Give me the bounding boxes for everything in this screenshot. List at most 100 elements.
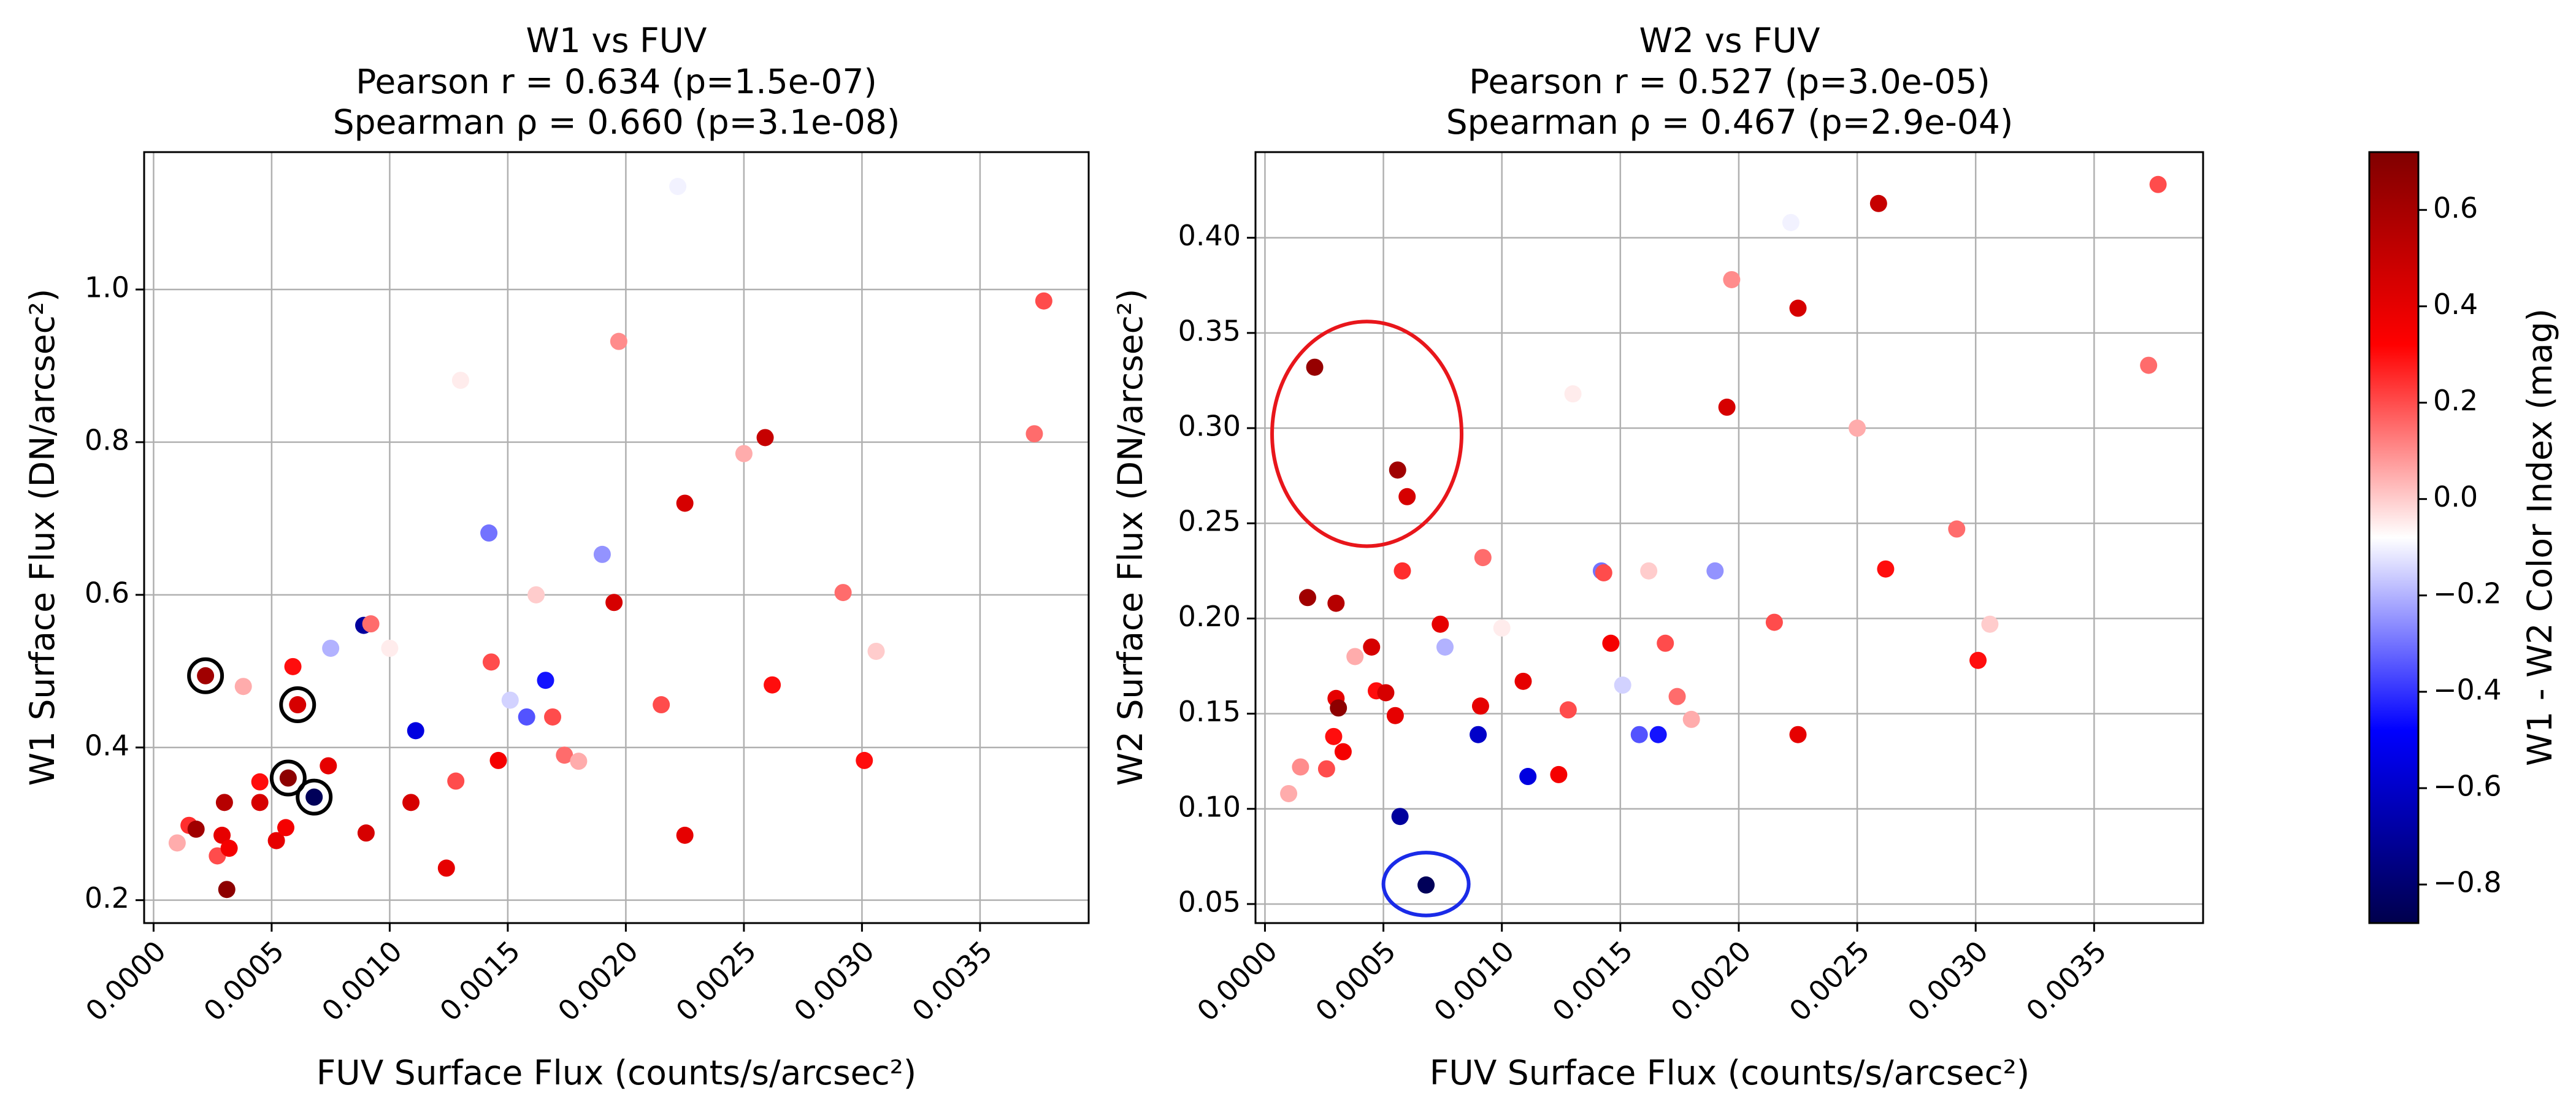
chart-title-line-2: Pearson r = 0.527 (p=3.0e-05) xyxy=(1469,62,1990,101)
x-tick-label: 0.0025 xyxy=(1783,934,1876,1027)
scatter-point xyxy=(1317,760,1335,778)
x-tick-label: 0.0010 xyxy=(315,934,408,1027)
colorbar-tick-label: 0.2 xyxy=(2433,384,2478,417)
scatter-point xyxy=(381,639,399,657)
scatter-point xyxy=(1614,677,1631,694)
x-tick-label: 0.0010 xyxy=(1427,934,1520,1027)
scatter-point xyxy=(1436,638,1454,656)
scatter-point xyxy=(451,372,469,389)
x-tick-label: 0.0015 xyxy=(1546,934,1639,1027)
scatter-point xyxy=(1280,784,1298,802)
colorbar-tick-label: −0.2 xyxy=(2433,577,2502,610)
scatter-point xyxy=(1649,726,1667,743)
scatter-point xyxy=(1519,768,1537,786)
y-axis-label: W2 Surface Flux (DN/arcsec²) xyxy=(1111,289,1150,786)
scatter-point xyxy=(1981,615,1999,633)
scatter-point xyxy=(593,545,611,563)
scatter-point xyxy=(501,691,519,709)
highlight-ring xyxy=(296,778,333,816)
scatter-point xyxy=(1765,613,1783,631)
scatter-point xyxy=(1471,697,1489,715)
scatter-point xyxy=(834,584,852,602)
chart-title-line-3: Spearman ρ = 0.467 (p=2.9e-04) xyxy=(1446,102,2014,142)
scatter-point xyxy=(1948,520,1966,538)
y-tick-label: 0.25 xyxy=(1178,505,1241,538)
x-tick-label: 0.0025 xyxy=(670,934,763,1027)
scatter-point xyxy=(1398,488,1416,505)
y-tick-label: 0.8 xyxy=(85,423,129,456)
scatter-point xyxy=(437,859,455,877)
scatter-point xyxy=(251,773,269,791)
scatter-point xyxy=(1595,564,1612,581)
y-tick-label: 0.15 xyxy=(1178,695,1241,728)
scatter-point xyxy=(867,642,885,660)
scatter-point xyxy=(764,676,781,694)
scatter-point xyxy=(1470,726,1487,743)
x-tick-label: 0.0005 xyxy=(197,934,291,1027)
scatter-point xyxy=(1657,634,1674,652)
scatter-point xyxy=(570,753,588,770)
highlighted-point xyxy=(289,696,307,714)
scatter-point xyxy=(1969,651,1987,669)
scatter-point xyxy=(1493,619,1511,637)
scatter-point xyxy=(537,672,554,689)
x-tick-label: 0.0005 xyxy=(1309,934,1402,1027)
x-tick-label: 0.0000 xyxy=(1190,934,1284,1027)
scatter-point xyxy=(218,881,236,899)
y-tick-label: 0.6 xyxy=(85,576,129,609)
scatter-point xyxy=(610,332,627,350)
scatter-point xyxy=(1602,634,1620,652)
scatter-point xyxy=(556,746,573,764)
scatter-point xyxy=(676,494,694,512)
scatter-point xyxy=(1334,743,1352,761)
scatter-point xyxy=(1306,358,1324,376)
scatter-point xyxy=(1869,194,1887,212)
scatter-point xyxy=(489,751,507,769)
highlight-ring xyxy=(279,686,316,724)
y-tick-label: 0.4 xyxy=(85,729,129,762)
x-tick-label: 0.0020 xyxy=(551,934,645,1027)
chart-title-line-1: W2 vs FUV xyxy=(1639,21,1820,60)
scatter-point xyxy=(1682,710,1700,728)
x-tick-label: 0.0030 xyxy=(788,934,881,1027)
scatter-point xyxy=(1363,638,1381,656)
scatter-point xyxy=(213,826,231,844)
scatter-point xyxy=(669,178,687,196)
scatter-point xyxy=(447,772,465,790)
highlighted-point xyxy=(279,769,297,787)
x-tick-label: 0.0035 xyxy=(2020,934,2113,1027)
scatter-point xyxy=(1386,707,1404,724)
scatter-point xyxy=(482,653,500,671)
w1-vs-fuv-panel: W1 vs FUV Pearson r = 0.634 (p=1.5e-07) … xyxy=(23,21,1090,1092)
scatter-point xyxy=(1559,701,1577,719)
annotation-ellipse xyxy=(1270,320,1464,548)
y-tick-label: 0.2 xyxy=(85,881,129,914)
scatter-point xyxy=(1292,758,1309,776)
scatter-point xyxy=(1035,292,1052,310)
chart-title-line-3: Spearman ρ = 0.660 (p=3.1e-08) xyxy=(333,102,900,142)
x-axis-label: FUV Surface Flux (counts/s/arcsec²) xyxy=(316,1053,916,1092)
scatter-point xyxy=(1550,765,1568,783)
scatter-point xyxy=(1346,648,1364,665)
x-tick-label: 0.0000 xyxy=(79,934,172,1027)
scatter-point xyxy=(1640,562,1658,580)
scatter-point xyxy=(1630,726,1648,743)
scatter-point xyxy=(1789,726,1807,743)
scatter-point xyxy=(756,429,774,447)
scatter-point xyxy=(480,524,498,542)
scatter-point xyxy=(676,826,694,844)
highlighted-point xyxy=(197,667,215,684)
scatter-point xyxy=(1474,549,1492,567)
scatter-point xyxy=(527,586,545,604)
plot-frame xyxy=(143,151,1090,924)
y-tick-label: 0.40 xyxy=(1178,219,1241,252)
scatter-point xyxy=(1668,688,1686,705)
scatter-point xyxy=(187,820,205,838)
colorbar-tick-label: −0.6 xyxy=(2433,770,2502,803)
scatter-point xyxy=(1718,398,1736,416)
y-tick-label: 0.05 xyxy=(1178,885,1241,918)
scatter-point xyxy=(251,794,269,811)
scatter-point xyxy=(322,639,340,657)
plot-frame xyxy=(1254,151,2204,924)
